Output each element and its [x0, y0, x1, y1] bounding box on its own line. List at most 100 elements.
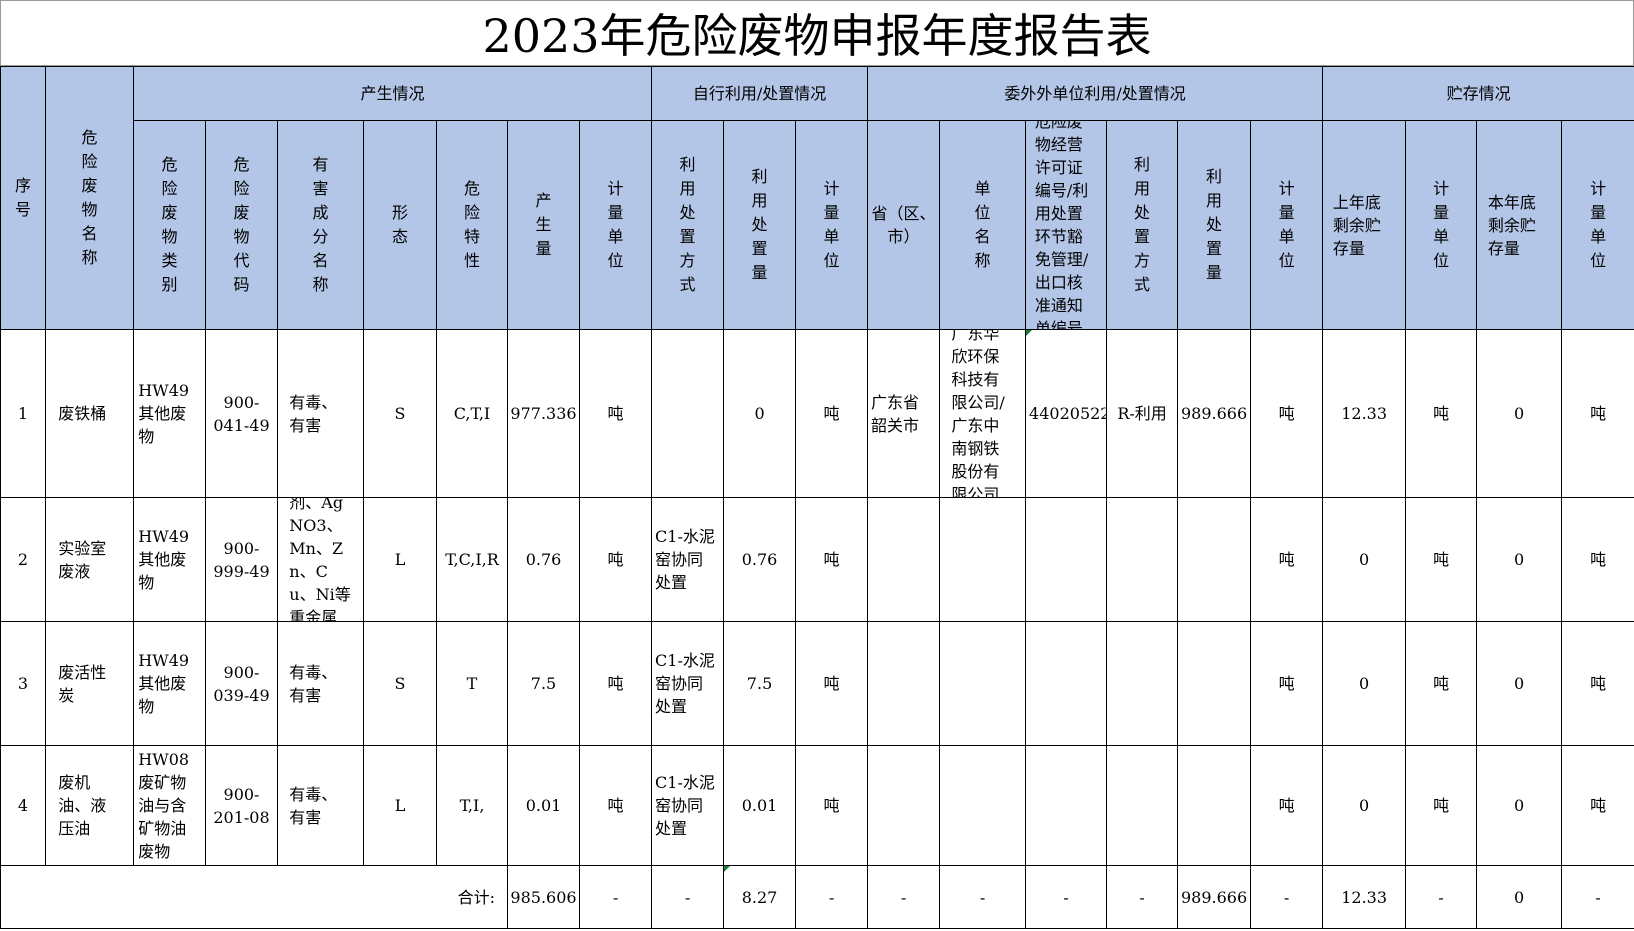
table-cell[interactable]: T,C,I,R	[436, 497, 508, 622]
table-cell[interactable]: 0.01	[507, 745, 580, 866]
table-cell[interactable]: 废活性炭	[45, 621, 134, 746]
header-column[interactable]: 计量单位	[1250, 120, 1324, 330]
table-cell[interactable]: 2	[0, 497, 46, 622]
table-cell[interactable]: 有毒、有害	[277, 329, 364, 498]
header-column[interactable]: 利用处置方式	[1106, 120, 1179, 330]
table-cell[interactable]: 0	[723, 329, 797, 498]
table-cell[interactable]: C1-水泥窑协同处置	[651, 745, 725, 866]
table-cell[interactable]: 废机油、液压油	[45, 745, 134, 866]
table-cell[interactable]: HW08 废矿物油与含矿物油废物	[133, 745, 206, 866]
table-cell[interactable]	[867, 745, 941, 866]
table-cell[interactable]	[651, 329, 725, 498]
header-group[interactable]: 贮存情况	[1322, 66, 1634, 121]
table-cell[interactable]: 吨	[1250, 497, 1324, 622]
table-cell[interactable]: 12.33	[1322, 329, 1407, 498]
header-column[interactable]: 计量单位	[1561, 120, 1634, 330]
table-cell[interactable]: 0	[1322, 745, 1407, 866]
table-cell[interactable]	[939, 497, 1027, 622]
header-column[interactable]: 危险废物类别	[133, 120, 206, 330]
table-cell[interactable]: 吨	[795, 621, 869, 746]
table-cell[interactable]: HW49 其他废物	[133, 329, 206, 498]
table-cell[interactable]: 吨	[1250, 329, 1324, 498]
header-column[interactable]: 有害成分名称	[277, 120, 364, 330]
header-group[interactable]: 产生情况	[132, 66, 653, 121]
total-cell[interactable]: -	[795, 865, 869, 929]
table-cell[interactable]: 吨	[1250, 745, 1324, 866]
table-cell[interactable]	[1025, 497, 1108, 622]
table-cell[interactable]: L	[363, 497, 437, 622]
table-cell[interactable]: C1-水泥窑协同处置	[651, 621, 725, 746]
table-cell[interactable]: 吨	[1561, 497, 1634, 622]
header-column[interactable]: 危险特性	[436, 120, 508, 330]
total-cell[interactable]: -	[578, 865, 653, 929]
table-cell[interactable]: 440205220412	[1025, 329, 1108, 498]
header-group[interactable]: 委外外单位利用/处置情况	[867, 66, 1324, 121]
table-cell[interactable]: 有毒、有害	[277, 745, 364, 866]
table-cell[interactable]: 吨	[1561, 745, 1634, 866]
total-label[interactable]: 合计:	[0, 865, 508, 929]
table-cell[interactable]: HW49 其他废物	[133, 497, 206, 622]
table-cell[interactable]	[1177, 497, 1252, 622]
table-cell[interactable]: 吨	[578, 497, 653, 622]
header-column[interactable]: 利用处置量	[723, 120, 797, 330]
total-cell[interactable]: -	[939, 865, 1027, 929]
table-cell[interactable]: 989.666	[1177, 329, 1252, 498]
table-cell[interactable]	[1177, 621, 1252, 746]
total-cell[interactable]: -	[1561, 865, 1634, 929]
header-column[interactable]: 产生量	[507, 120, 580, 330]
table-cell[interactable]	[1106, 621, 1179, 746]
table-cell[interactable]: L	[363, 745, 437, 866]
table-cell[interactable]: 0	[1476, 745, 1563, 866]
header-column[interactable]: 形态	[363, 120, 437, 330]
table-cell[interactable]: 900-041-49	[205, 329, 278, 498]
total-cell[interactable]: -	[1250, 865, 1324, 929]
header-column[interactable]: 利用处置量	[1177, 120, 1252, 330]
table-cell[interactable]	[1025, 745, 1108, 866]
table-cell[interactable]: 7.5	[507, 621, 580, 746]
header-column[interactable]: 危险废物代码	[205, 120, 278, 330]
table-cell[interactable]: 0	[1322, 497, 1407, 622]
header-column[interactable]: 本年底剩余贮存量	[1476, 120, 1563, 330]
total-cell[interactable]: 8.27	[723, 865, 797, 929]
header-seq[interactable]: 序号	[0, 66, 46, 330]
table-cell[interactable]	[939, 621, 1027, 746]
table-cell[interactable]: 吨	[1405, 745, 1478, 866]
table-cell[interactable]	[1106, 497, 1179, 622]
table-cell[interactable]	[939, 745, 1027, 866]
table-cell[interactable]: 广东省韶关市	[867, 329, 941, 498]
header-column[interactable]: 危险废物经营许可证编号/利用处置环节豁免管理/出口核准通知单编号	[1025, 120, 1108, 330]
table-cell[interactable]: 废铁桶	[45, 329, 134, 498]
table-cell[interactable]: HW49 其他废物	[133, 621, 206, 746]
table-cell[interactable]: 吨	[1561, 621, 1634, 746]
table-cell[interactable]: 900-999-49	[205, 497, 278, 622]
table-cell[interactable]: 900-039-49	[205, 621, 278, 746]
header-column[interactable]: 单位名称	[939, 120, 1027, 330]
header-column[interactable]: 利用处置方式	[651, 120, 725, 330]
table-cell[interactable]: 吨	[578, 329, 653, 498]
table-cell[interactable]: 0	[1476, 329, 1563, 498]
table-cell[interactable]: 0	[1322, 621, 1407, 746]
table-cell[interactable]: 吨	[578, 745, 653, 866]
total-cell[interactable]: 0	[1476, 865, 1563, 929]
table-cell[interactable]: S	[363, 621, 437, 746]
table-cell[interactable]: 0.01	[723, 745, 797, 866]
total-cell[interactable]: -	[867, 865, 941, 929]
table-cell[interactable]: 4	[0, 745, 46, 866]
header-column[interactable]: 计量单位	[795, 120, 869, 330]
table-cell[interactable]: 吨	[1561, 329, 1634, 498]
header-column[interactable]: 计量单位	[1405, 120, 1478, 330]
table-cell[interactable]	[1177, 745, 1252, 866]
total-cell[interactable]: 989.666	[1177, 865, 1252, 929]
header-column[interactable]: 计量单位	[578, 120, 653, 330]
header-name[interactable]: 危险废物名称	[45, 66, 134, 330]
table-cell[interactable]: 吨	[795, 329, 869, 498]
total-cell[interactable]: -	[1106, 865, 1179, 929]
table-cell[interactable]: 吨	[1405, 621, 1478, 746]
table-cell[interactable]: 0.76	[507, 497, 580, 622]
total-cell[interactable]: -	[1405, 865, 1478, 929]
table-cell[interactable]: 吨	[1405, 497, 1478, 622]
table-cell[interactable]: 吨	[578, 621, 653, 746]
table-cell[interactable]: 吨	[795, 497, 869, 622]
table-cell[interactable]: 7.5	[723, 621, 797, 746]
table-cell[interactable]: T	[436, 621, 508, 746]
